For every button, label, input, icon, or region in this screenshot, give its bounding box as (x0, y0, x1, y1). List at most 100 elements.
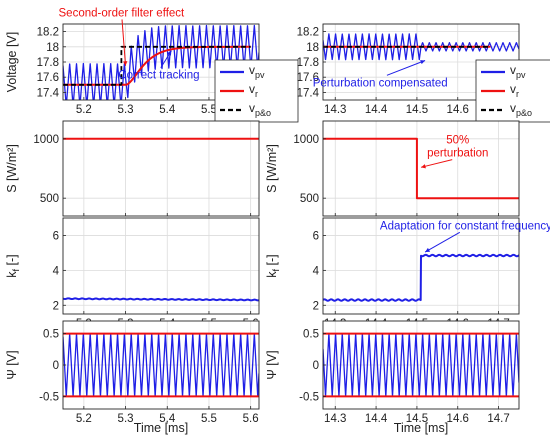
x-tick-label: 5.4 (159, 104, 176, 116)
panel-4: 14.314.414.514.614.75001000S [W/m²]50%pe… (265, 120, 520, 232)
y-tick-label: 18 (46, 42, 59, 54)
axes-box (322, 120, 520, 217)
y-axis-label: Ψ [V] (5, 350, 19, 379)
x-tick-label: 5.3 (118, 413, 134, 425)
y-axis-label-rest: [-] (5, 254, 19, 269)
series-group (63, 297, 259, 302)
y-tick-label: 6 (53, 230, 59, 242)
y-tick-label: 0 (53, 360, 59, 372)
x-tick-label: 14.6 (447, 104, 469, 116)
axes-box (62, 217, 260, 315)
annotation-arrow (420, 159, 453, 168)
y-tick-label: 500 (300, 193, 319, 205)
annotation-arrowhead (167, 50, 172, 56)
panel-8: 14.3 14.4 14.5 14.6 14.7 -0.5 0 0.5 Ψ [V] Time [m… (265, 320, 520, 435)
y-tick-label: 500 (40, 193, 59, 205)
annotation-label: Second-order filter effect (59, 7, 186, 19)
annotation-label: Adaptation for constant frequency (380, 220, 550, 232)
x-tick-label: 5.6 (243, 413, 259, 425)
y-tick-label: -0.5 (299, 391, 319, 403)
annotation-arrowhead (123, 61, 128, 66)
y-tick-label: 1000 (293, 134, 319, 146)
y-axis-label-main: k (265, 271, 279, 278)
annotation-arrow (386, 60, 426, 76)
y-axis-label: Ψ [V] (265, 350, 279, 379)
y-axis-label-sub: f (271, 268, 281, 271)
series-group (63, 332, 259, 398)
y-axis-label-rest: [-] (265, 254, 279, 269)
y-tick-label: 2 (53, 300, 59, 312)
panel-7: 5.2 5.3 5.4 5.5 5.6 -0.5 0 0.5 Ψ [V] Time [ms] (5, 320, 260, 435)
series-group (323, 33, 519, 61)
y-tick-label: 1000 (33, 134, 59, 146)
series-vpo-line (63, 45, 251, 86)
series-group (323, 253, 519, 302)
annotation-arrow (121, 19, 127, 66)
y-tick-label: 17.8 (37, 57, 59, 69)
y-tick-label: 6 (313, 230, 319, 242)
x-tick-label: 14.4 (365, 413, 388, 425)
x-axis-label: Time [ms] (394, 421, 448, 435)
legend-label: vr (510, 82, 519, 99)
series-psi-line (63, 332, 259, 398)
y-axis-label-main: k (5, 271, 19, 278)
annotation-arrowhead (425, 247, 431, 253)
series-kf-line (63, 297, 259, 302)
y-axis-label: S [W/m²] (5, 144, 19, 193)
legend-label-sub: pv (255, 70, 265, 80)
annotation-arrow (424, 231, 461, 253)
x-tick-label: 5.2 (76, 413, 92, 425)
y-axis-label-sub: f (11, 268, 21, 271)
y-tick-label: 0.5 (303, 329, 319, 341)
legend-label: vr (249, 82, 258, 99)
legend-label-sub: pv (516, 70, 526, 80)
legend-label-sub: r (516, 89, 519, 99)
y-tick-label: -0.5 (39, 391, 59, 403)
legend-label-sub: p&o (516, 108, 532, 118)
annotation-arrowhead (420, 60, 426, 65)
y-tick-label: 17.4 (37, 87, 60, 99)
series-kf-line (323, 253, 519, 302)
annotation-arrowhead (421, 164, 426, 169)
annotation-label: Correct tracking (118, 70, 199, 82)
panel-6: 14.314.414.514.614.7246kf [-]Adaptation … (265, 217, 550, 330)
series-group (323, 137, 519, 200)
x-tick-label: 14.7 (487, 413, 509, 425)
y-tick-label: 17.4 (297, 87, 320, 99)
legend-label-sub: r (255, 89, 258, 99)
series-S-line (323, 137, 519, 200)
x-tick-label: 5.5 (201, 104, 217, 116)
y-axis-label: kf [-] (5, 254, 21, 277)
y-tick-label: 2 (313, 300, 319, 312)
y-axis-label: Voltage [V] (5, 32, 19, 92)
axes-box (62, 120, 260, 217)
x-tick-label: 14.5 (406, 104, 428, 116)
x-tick-label: 5.2 (76, 104, 92, 116)
panel-1: 5.2 5.3 5.4 5.5 17.4 17.6 17.8 18 18.2 Voltage [V… (5, 7, 299, 123)
x-tick-label: 14.5 (406, 413, 428, 425)
series-group (63, 24, 259, 100)
x-axis-label: Time [ms] (134, 421, 188, 435)
x-tick-label: 5.4 (159, 413, 176, 425)
panel-2: 14.3 14.4 14.5 14.617.417.617.81818.2vpvvrv… (297, 23, 550, 123)
annotation-label: perturbation (427, 148, 488, 160)
axes-box (322, 217, 520, 315)
panel-5: 5.25.35.45.55.6246kf [-] (5, 217, 260, 330)
x-tick-label: 14.3 (324, 413, 346, 425)
y-tick-label: 0 (313, 360, 319, 372)
plot-area (63, 121, 259, 216)
y-tick-label: 17.6 (297, 72, 319, 84)
y-tick-label: 18.2 (297, 27, 319, 39)
plot-area (323, 121, 519, 216)
x-tick-label: 5.5 (201, 413, 217, 425)
panel-3: 5.25.35.45.55.65001000S [W/m²] (5, 120, 260, 232)
series-group (323, 332, 519, 398)
y-tick-label: 4 (313, 265, 320, 277)
y-tick-label: 18 (306, 42, 319, 54)
y-tick-label: 18.2 (37, 27, 59, 39)
y-tick-label: 4 (53, 265, 60, 277)
x-tick-label: 5.3 (118, 104, 134, 116)
